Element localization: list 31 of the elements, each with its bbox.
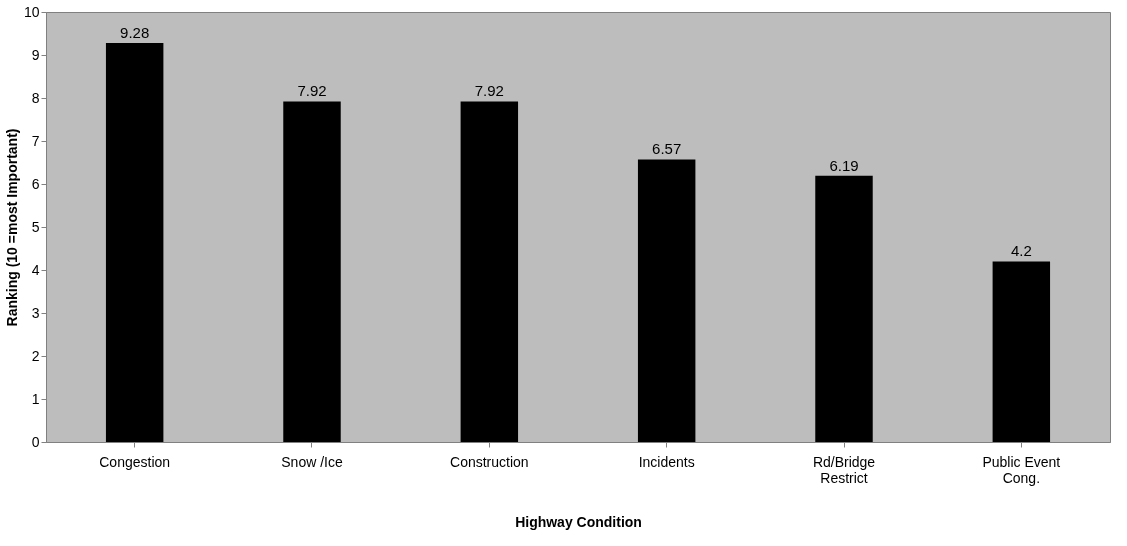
data-label: 6.57 [652,140,682,158]
y-tick-label: 2 [31,347,40,364]
x-tick-label: Public Event Cong. [982,453,1061,486]
bar [105,42,164,442]
x-tick-label: Incidents [638,453,695,470]
y-axis-title: Ranking (10 =most Important) [3,128,20,327]
bar [460,101,519,442]
y-tick-label: 4 [31,261,40,278]
y-tick-label: 8 [31,89,40,106]
y-tick-label: 10 [23,3,40,20]
y-tick-label: 9 [31,46,40,63]
x-tick-label: Snow /Ice [281,453,343,470]
data-label: 7.92 [297,82,327,100]
y-tick-label: 1 [31,390,40,407]
data-label: 7.92 [474,82,504,100]
y-tick-label: 0 [31,433,40,450]
x-tick-label: Construction [450,453,529,470]
bar [992,261,1051,442]
y-tick-label: 7 [31,132,40,149]
x-axis-title: Highway Condition [515,513,642,530]
y-tick-label: 5 [31,218,40,235]
y-tick-label: 6 [31,175,40,192]
data-label: 4.2 [1010,242,1032,260]
bar [283,101,341,442]
y-tick-label: 3 [31,304,40,321]
data-label: 6.19 [829,156,859,174]
bar [637,159,696,442]
bar [815,175,873,442]
data-label: 9.28 [120,23,150,41]
x-tick-label: Rd/Bridge Restrict [812,453,876,486]
x-tick-label: Congestion [99,453,171,470]
